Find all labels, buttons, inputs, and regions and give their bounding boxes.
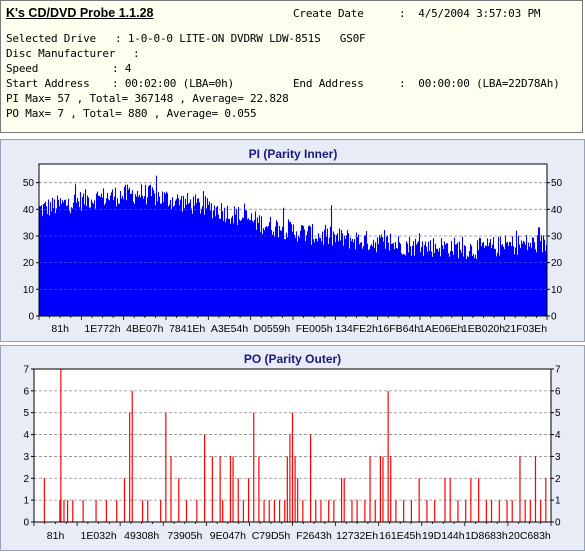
disc-manufacturer-value: : <box>133 47 140 60</box>
po-y-tick-left: 1 <box>23 496 29 507</box>
po-summary: PO Max= 7 , Total= 880 , Average= 0.055 <box>6 107 257 120</box>
pi-y-tick-left: 10 <box>23 285 35 296</box>
po-x-tick-label: 9E047h <box>210 530 246 542</box>
pi-x-tick-label: 4BE07h <box>126 323 164 335</box>
selected-drive-label: Selected Drive <box>6 32 96 45</box>
pi-y-tick-right: 50 <box>551 178 563 189</box>
pi-x-tick-label: 1EB020h <box>462 323 505 335</box>
po-y-tick-right: 1 <box>555 496 561 507</box>
pi-chart-panel: PI (Parity Inner) 0 0 10 10 20 20 30 30 40 40 50 50 8… <box>0 139 585 342</box>
app-title: K's CD/DVD Probe 1.1.28 <box>6 6 154 20</box>
po-y-tick-right: 6 <box>555 386 561 397</box>
pi-x-tick-label: 134FE2h <box>335 323 378 335</box>
pi-y-tick-right: 0 <box>551 312 557 323</box>
disc-manufacturer-label: Disc Manufacturer <box>6 47 116 60</box>
pi-x-tick-label: A3E54h <box>211 323 249 335</box>
speed-label: Speed <box>6 62 39 75</box>
pi-x-tick-label: D0559h <box>253 323 290 335</box>
pi-y-tick-left: 30 <box>23 232 35 243</box>
po-y-tick-right: 4 <box>555 430 561 441</box>
pi-summary: PI Max= 57 , Total= 367148 , Average= 22… <box>6 92 289 105</box>
po-x-tick-label: C79D5h <box>252 530 291 542</box>
pi-x-tick-label: 81h <box>51 323 69 335</box>
pi-y-tick-right: 40 <box>551 205 563 216</box>
po-y-tick-left: 7 <box>23 365 29 376</box>
po-y-tick-right: 7 <box>555 365 561 376</box>
po-y-tick-left: 2 <box>23 474 29 485</box>
po-x-tick-label: F2643h <box>296 530 332 542</box>
po-y-tick-left: 5 <box>23 408 29 419</box>
po-y-tick-right: 2 <box>555 474 561 485</box>
po-x-tick-label: 81h <box>47 530 65 542</box>
po-x-tick-label: 49308h <box>124 530 159 542</box>
pi-y-tick-right: 20 <box>551 258 563 269</box>
create-date-label: Create Date <box>293 7 364 20</box>
pi-x-tick-label: FE005h <box>296 323 333 335</box>
po-y-tick-left: 0 <box>23 518 29 529</box>
pi-y-tick-left: 0 <box>28 312 34 323</box>
po-x-tick-label: 12732Eh <box>336 530 378 542</box>
po-x-tick-label: 161E45h <box>379 530 421 542</box>
pi-x-tick-label: 1AE06Eh <box>419 323 464 335</box>
po-y-tick-right: 0 <box>555 518 561 529</box>
end-address-label: End Address <box>293 77 364 90</box>
po-x-tick-label: 73905h <box>167 530 202 542</box>
pi-y-tick-right: 30 <box>551 232 563 243</box>
start-address-label: Start Address <box>6 77 90 90</box>
pi-y-tick-right: 10 <box>551 285 563 296</box>
info-panel: K's CD/DVD Probe 1.1.28 Create Date : 4/… <box>0 0 583 133</box>
po-y-tick-left: 4 <box>23 430 29 441</box>
pi-y-tick-left: 40 <box>23 205 35 216</box>
po-x-tick-label: 20C683h <box>508 530 551 542</box>
po-chart: PO (Parity Outer) 0 0 1 1 2 2 3 3 4 4 5 5 6 6 7 7 81h 1E03… <box>23 352 561 542</box>
pi-chart: PI (Parity Inner) 0 0 10 10 20 20 30 30 40 40 50 50 8… <box>23 147 563 335</box>
speed-value: : 4 <box>112 62 132 75</box>
pi-y-tick-left: 20 <box>23 258 35 269</box>
selected-drive-value: : 1-0-0-0 LITE-ON DVDRW LDW-851S GS0F <box>115 32 366 45</box>
po-y-tick-left: 3 <box>23 452 29 463</box>
end-address-value: : 00:00:00 (LBA=22D78Ah) <box>399 77 560 90</box>
pi-x-tick-label: 1E772h <box>84 323 120 335</box>
pi-x-tick-label: 16FB64h <box>378 323 421 335</box>
po-chart-title: PO (Parity Outer) <box>244 352 341 366</box>
po-y-tick-left: 6 <box>23 386 29 397</box>
pi-y-tick-left: 50 <box>23 178 35 189</box>
pi-x-tick-label: 21F03Eh <box>505 323 548 335</box>
po-y-tick-right: 5 <box>555 408 561 419</box>
pi-x-tick-label: 7841Eh <box>169 323 205 335</box>
pi-chart-title: PI (Parity Inner) <box>249 147 338 161</box>
po-x-tick-label: 19D144h <box>422 530 465 542</box>
po-x-tick-label: 1E032h <box>81 530 117 542</box>
create-date-value: : 4/5/2004 3:57:03 PM <box>399 7 541 20</box>
po-y-tick-right: 3 <box>555 452 561 463</box>
po-x-tick-label: 1D8683h <box>465 530 508 542</box>
start-address-value: : 00:02:00 (LBA=0h) <box>112 77 235 90</box>
po-chart-panel: PO (Parity Outer) 0 0 1 1 2 2 3 3 4 4 5 5 6 6 7 7 81h 1E03… <box>0 345 585 551</box>
